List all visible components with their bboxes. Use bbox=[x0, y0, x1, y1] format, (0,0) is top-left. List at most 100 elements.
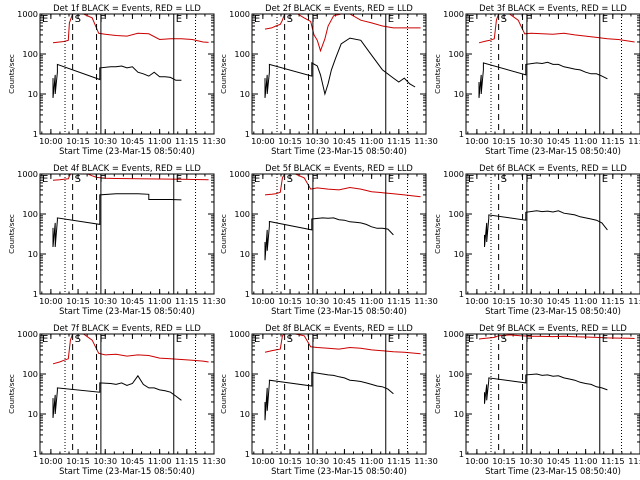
plot-frame bbox=[251, 13, 427, 135]
events-series-line bbox=[52, 374, 182, 418]
lld-series-line bbox=[264, 174, 421, 198]
x-tick-label: 11:00 bbox=[148, 456, 172, 466]
segment-label: E bbox=[176, 14, 182, 25]
y-tick-label: 1000 bbox=[17, 169, 38, 179]
segment-label: E bbox=[254, 174, 260, 185]
x-axis-label: Start Time (23-Mar-15 08:50:40) bbox=[271, 146, 407, 156]
y-tick-label: 1 bbox=[33, 129, 38, 139]
y-tick-label: 10 bbox=[240, 409, 250, 419]
x-axis-label: Start Time (23-Mar-15 08:50:40) bbox=[485, 146, 621, 156]
x-tick-label: 10:45 bbox=[121, 456, 145, 466]
x-axis-label: Start Time (23-Mar-15 08:50:40) bbox=[271, 306, 407, 316]
x-tick-label: 10:45 bbox=[547, 136, 571, 146]
chart-title: Det 5f BLACK = Events, RED = LLD bbox=[265, 163, 413, 173]
x-tick-label: 10:30 bbox=[305, 296, 329, 306]
y-tick-label: 100 bbox=[448, 369, 464, 379]
segment-label: E bbox=[176, 174, 182, 185]
y-tick-label: 10 bbox=[28, 409, 38, 419]
y-tick-label: 1000 bbox=[443, 329, 464, 339]
segment-label: E bbox=[254, 14, 260, 25]
segment-label: E bbox=[468, 174, 474, 185]
x-axis-label: Start Time (23-Mar-15 08:50:40) bbox=[59, 306, 195, 316]
segment-label: E bbox=[42, 174, 48, 185]
plot-frame bbox=[39, 333, 215, 455]
x-tick-label: 11:15 bbox=[387, 296, 411, 306]
series-group bbox=[52, 174, 209, 248]
x-tick-label: 10:00 bbox=[39, 456, 63, 466]
chart-title: Det 7f BLACK = Events, RED = LLD bbox=[53, 323, 201, 333]
events-series-line bbox=[52, 193, 182, 248]
x-tick-label: 10:30 bbox=[93, 136, 117, 146]
y-tick-label: 10 bbox=[28, 89, 38, 99]
y-tick-label: 1000 bbox=[229, 329, 250, 339]
y-axis-label: Counts/sec bbox=[7, 214, 16, 254]
x-tick-label: 10:45 bbox=[547, 296, 571, 306]
x-tick-label: 10:15 bbox=[66, 136, 90, 146]
chart-title: Det 4f BLACK = Events, RED = LLD bbox=[53, 163, 201, 173]
y-tick-label: 100 bbox=[22, 369, 38, 379]
x-axis-label: Start Time (23-Mar-15 08:50:40) bbox=[59, 146, 195, 156]
x-tick-label: 11:30 bbox=[202, 456, 226, 466]
segment-label: E bbox=[468, 334, 474, 345]
y-tick-label: 100 bbox=[22, 49, 38, 59]
segment-label: F bbox=[100, 14, 106, 25]
segment-label: F bbox=[100, 174, 106, 185]
y-tick-label: 1 bbox=[245, 129, 250, 139]
x-tick-label: 10:30 bbox=[305, 136, 329, 146]
y-tick-label: 100 bbox=[234, 49, 250, 59]
series-group bbox=[478, 334, 635, 404]
y-tick-label: 1000 bbox=[17, 9, 38, 19]
x-tick-label: 11:00 bbox=[148, 136, 172, 146]
x-tick-label: 11:30 bbox=[414, 136, 438, 146]
series-group bbox=[52, 334, 209, 418]
segment-label: F bbox=[312, 334, 318, 345]
y-tick-label: 1 bbox=[33, 449, 38, 459]
x-tick-label: 10:15 bbox=[278, 456, 302, 466]
plot-frame bbox=[465, 333, 640, 455]
segment-label: E bbox=[388, 334, 394, 345]
x-tick-label: 10:00 bbox=[39, 296, 63, 306]
series-group bbox=[52, 14, 209, 98]
x-tick-label: 10:45 bbox=[333, 456, 357, 466]
segment-label: E bbox=[42, 14, 48, 25]
y-tick-label: 1 bbox=[245, 289, 250, 299]
x-tick-label: 11:00 bbox=[574, 296, 598, 306]
y-axis-label: Counts/sec bbox=[219, 374, 228, 414]
x-tick-label: 10:45 bbox=[333, 136, 357, 146]
chart-panel-3: Det 3f BLACK = Events, RED = LLD 1 10 100 10… bbox=[433, 3, 640, 156]
y-tick-label: 100 bbox=[234, 369, 250, 379]
x-tick-label: 10:15 bbox=[492, 136, 516, 146]
lld-series-line bbox=[478, 14, 635, 44]
x-tick-label: 10:30 bbox=[93, 296, 117, 306]
segment-label: S bbox=[75, 14, 81, 25]
x-tick-label: 10:45 bbox=[121, 296, 145, 306]
chart-panel-8: Det 8f BLACK = Events, RED = LLD 1 10 100 10… bbox=[219, 323, 438, 476]
x-tick-label: 10:30 bbox=[519, 456, 543, 466]
x-tick-label: 10:00 bbox=[39, 136, 63, 146]
x-tick-label: 11:15 bbox=[387, 456, 411, 466]
segment-label: E bbox=[42, 334, 48, 345]
segment-label: E bbox=[388, 14, 394, 25]
x-tick-label: 10:00 bbox=[465, 456, 489, 466]
x-tick-label: 10:45 bbox=[333, 296, 357, 306]
events-series-line bbox=[264, 37, 416, 98]
y-tick-label: 10 bbox=[240, 249, 250, 259]
y-tick-label: 10 bbox=[454, 409, 464, 419]
y-tick-label: 1 bbox=[459, 129, 464, 139]
y-tick-label: 1000 bbox=[17, 329, 38, 339]
y-tick-label: 100 bbox=[234, 209, 250, 219]
x-axis-label: Start Time (23-Mar-15 08:50:40) bbox=[271, 466, 407, 476]
y-tick-label: 1000 bbox=[443, 9, 464, 19]
y-tick-label: 1000 bbox=[443, 169, 464, 179]
lld-series-line bbox=[264, 14, 421, 53]
x-tick-label: 11:30 bbox=[414, 296, 438, 306]
y-axis-label: Counts/sec bbox=[7, 54, 16, 94]
y-axis-label: Counts/sec bbox=[219, 214, 228, 254]
events-series-line bbox=[264, 371, 394, 421]
segment-label: S bbox=[75, 174, 81, 185]
segment-label: E bbox=[602, 174, 608, 185]
y-tick-label: 1000 bbox=[229, 169, 250, 179]
y-tick-label: 1 bbox=[245, 449, 250, 459]
chart-title: Det 8f BLACK = Events, RED = LLD bbox=[265, 323, 413, 333]
x-tick-label: 10:15 bbox=[278, 136, 302, 146]
